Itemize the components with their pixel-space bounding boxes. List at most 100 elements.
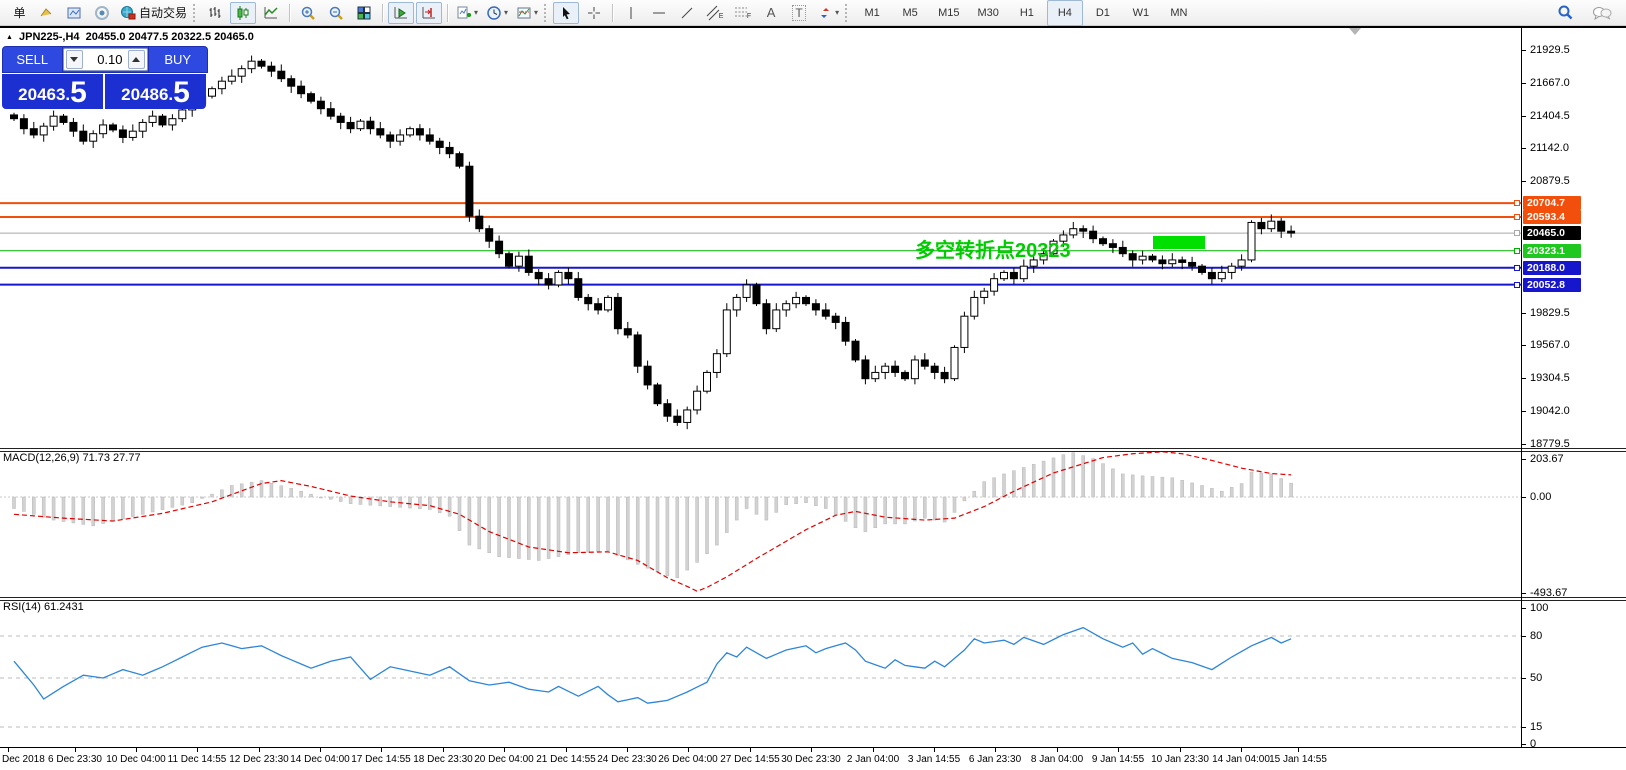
time-tick [934,748,935,752]
time-label: 10 Jan 23:30 [1151,754,1209,765]
macd-scale-label: 203.67 [1530,453,1564,465]
chart-shift-button[interactable] [416,1,443,24]
time-label: 24 Dec 23:30 [597,754,657,765]
arrows-button[interactable]: ▾ [814,2,842,24]
line-endpoint-square [1514,247,1520,254]
candlestick-chart-button[interactable] [230,1,257,24]
price-tag-20593.4: 20593.4 [1523,210,1581,224]
chart-window[interactable] [0,28,1626,748]
market-depth-icon [40,7,52,16]
price-tag-20323.1: 20323.1 [1523,243,1581,258]
timeframe-m30[interactable]: M30 [977,6,999,19]
arrows-icon [821,7,830,18]
time-tick [750,748,751,752]
annotation-text[interactable]: 多空转折点20323 [915,240,1071,262]
timeframe-h4[interactable]: H4 [1046,0,1083,26]
price-axis[interactable]: 21929.5 21667.0 21404.5 21142.0 20879.5 19829… [1522,28,1626,750]
macd-scale-label: 0.00 [1530,491,1552,503]
time-label: 26 Dec 04:00 [658,754,718,765]
price-shift-marker[interactable] [1349,28,1361,35]
time-label: 17 Dec 14:55 [351,754,411,765]
volume-input[interactable]: 0.10 [97,52,123,67]
auto-scroll-button[interactable] [388,1,415,24]
text-label-button[interactable]: T [786,2,812,24]
toolbar-separator [289,3,291,22]
trendline-icon [681,7,693,18]
time-label: 11 Dec 14:55 [167,754,227,765]
time-label: 3 Jan 14:55 [907,754,961,765]
time-tick [688,748,689,752]
pane-divider[interactable] [0,448,1626,452]
time-tick [504,748,505,752]
cursor-button[interactable] [553,1,580,24]
rsi-scale-label: 0 [1530,738,1537,750]
timeframe-m15[interactable]: M15 [938,6,960,19]
timeframe-w1[interactable]: W1 [1132,6,1150,19]
time-label: 20 Dec 04:00 [474,754,534,765]
timeframe-m1[interactable]: M1 [864,6,880,19]
depth-of-market-button[interactable] [33,2,59,24]
cursor-icon [563,6,571,19]
rsi-scale-label: 50 [1530,672,1543,684]
time-axis[interactable]: Dec 2018 6 Dec 23:30 10 Dec 04:00 11 Dec 14… [0,748,1626,770]
axis-tick [1522,50,1526,51]
clock-icon [487,5,501,20]
template-button[interactable]: ▾ [513,2,541,24]
triangle-up-icon [132,57,140,62]
timeframe-mn[interactable]: MN [1170,6,1188,19]
text-button[interactable]: A [758,2,784,24]
dropdown-arrow-icon: ▾ [534,8,539,17]
dropdown-arrow-icon: ▾ [835,8,840,17]
time-tick [873,748,874,752]
annotation-rectangle[interactable] [1153,236,1205,249]
line-chart-button[interactable] [258,2,284,24]
volume-increase-button[interactable] [127,50,145,69]
tile-windows-button[interactable] [351,2,377,24]
buy-price[interactable]: 20486. 5 [105,74,206,109]
time-tick [1298,748,1299,752]
axis-tick [1522,636,1526,637]
new-order-button[interactable]: 单 [5,2,31,24]
timeframe-d1[interactable]: D1 [1095,6,1110,19]
toolbar-separator [612,3,614,22]
time-label: 6 Dec 23:30 [48,754,102,765]
new-order-label: 单 [13,6,26,20]
zoom-in-button[interactable] [295,2,321,24]
sell-price[interactable]: 20463. 5 [2,74,103,109]
strategy-tester-button[interactable] [89,2,115,24]
period-button[interactable]: ▾ [483,2,511,24]
price-scale-label: 21404.5 [1530,109,1570,122]
autotrading-button[interactable]: 自动交易 [117,2,190,24]
bar-chart-button[interactable] [202,2,228,24]
zoom-out-button[interactable] [323,2,349,24]
timeframe-h1[interactable]: H1 [1019,6,1034,19]
add-indicator-button[interactable]: ▾ [453,2,481,24]
fibonacci-button[interactable]: F [730,2,756,24]
rsi-scale-label: 15 [1530,721,1543,733]
autotrading-icon [121,5,136,19]
new-chart-button[interactable] [61,2,87,24]
window-top-border [0,26,1626,28]
candlestick-chart-icon [237,5,249,20]
time-tick [627,748,628,752]
toolbar-grip [193,3,197,22]
crosshair-icon [588,6,601,19]
horizontal-line-button[interactable] [646,2,672,24]
timeframe-m5[interactable]: M5 [902,6,918,19]
vertical-line-button[interactable] [618,2,644,24]
pane-divider[interactable] [0,597,1626,601]
text-tool-icon: A [766,5,776,20]
trendline-button[interactable] [674,2,700,24]
volume-decrease-button[interactable] [65,50,83,69]
search-button[interactable] [1552,2,1578,24]
axis-tick [1522,115,1526,117]
axis-tick [1522,345,1526,347]
chat-button[interactable] [1589,2,1615,24]
rsi-scale-label: 80 [1530,630,1543,642]
dropdown-arrow-icon: ▾ [504,8,509,17]
bar-chart-icon [209,6,221,18]
sell-button[interactable]: SELL [2,46,63,73]
crosshair-button[interactable] [581,2,607,24]
equidistant-channel-button[interactable]: E [702,2,728,24]
buy-button[interactable]: BUY [147,46,208,73]
